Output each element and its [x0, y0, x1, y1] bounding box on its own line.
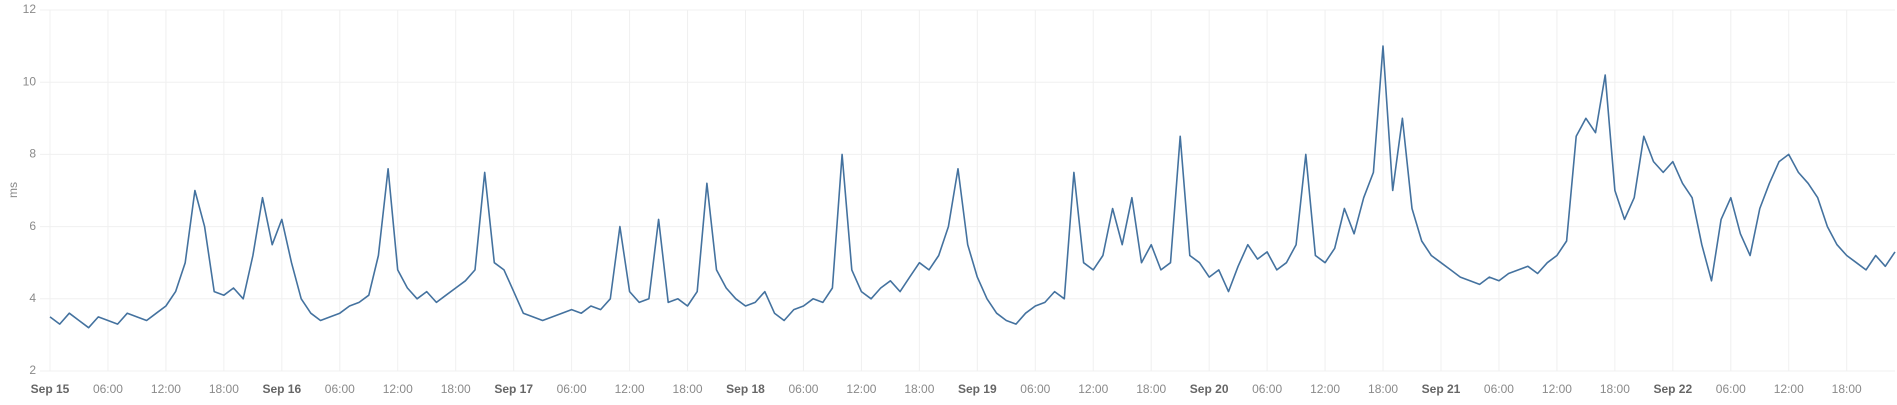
y-tick-label: 8: [29, 147, 36, 161]
x-tick-label: 06:00: [1484, 382, 1514, 396]
y-tick-label: 2: [29, 363, 36, 377]
y-tick-label: 10: [23, 74, 37, 88]
x-tick-label: 18:00: [441, 382, 471, 396]
x-tick-label: 18:00: [1832, 382, 1862, 396]
x-tick-label: Sep 18: [726, 382, 765, 396]
x-tick-label: 12:00: [846, 382, 876, 396]
x-tick-label: 06:00: [788, 382, 818, 396]
x-tick-label: 06:00: [1020, 382, 1050, 396]
x-tick-label: 18:00: [1136, 382, 1166, 396]
y-axis-label: ms: [6, 182, 20, 198]
x-tick-label: 12:00: [151, 382, 181, 396]
x-tick-label: 12:00: [383, 382, 413, 396]
x-tick-label: 12:00: [1078, 382, 1108, 396]
x-tick-label: 12:00: [1774, 382, 1804, 396]
x-tick-label: Sep 16: [262, 382, 301, 396]
series-line: [49, 45, 1896, 329]
x-tick-label: 18:00: [209, 382, 239, 396]
x-tick-label: Sep 17: [494, 382, 533, 396]
x-tick-label: 12:00: [1310, 382, 1340, 396]
y-tick-label: 6: [29, 219, 36, 233]
x-tick-label: 18:00: [673, 382, 703, 396]
y-tick-label: 12: [23, 2, 37, 16]
x-tick-label: Sep 15: [31, 382, 70, 396]
y-tick-label: 4: [29, 291, 36, 305]
x-tick-label: 06:00: [93, 382, 123, 396]
x-tick-label: 06:00: [1716, 382, 1746, 396]
x-tick-label: 18:00: [1600, 382, 1630, 396]
x-tick-label: 06:00: [557, 382, 587, 396]
x-tick-label: Sep 20: [1190, 382, 1229, 396]
x-tick-label: 18:00: [1368, 382, 1398, 396]
x-tick-label: 18:00: [904, 382, 934, 396]
x-tick-label: 06:00: [1252, 382, 1282, 396]
x-tick-label: 12:00: [615, 382, 645, 396]
x-tick-label: Sep 21: [1422, 382, 1461, 396]
x-tick-label: Sep 22: [1653, 382, 1692, 396]
x-tick-label: 06:00: [325, 382, 355, 396]
x-tick-label: Sep 19: [958, 382, 997, 396]
x-tick-label: 12:00: [1542, 382, 1572, 396]
